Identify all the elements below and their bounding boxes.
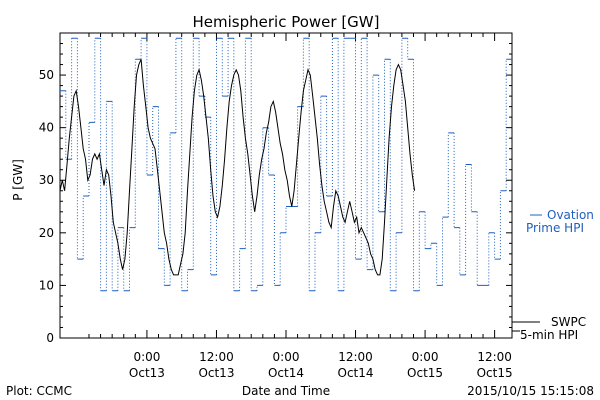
x-tick-time-label: 0:00: [133, 350, 160, 364]
x-tick-date-label: Oct15: [477, 366, 513, 380]
swpc-hpi-line: [59, 59, 416, 276]
plot-frame: [59, 32, 513, 339]
x-tick-time-label: 0:00: [273, 350, 300, 364]
legend-swpc-label-line1: SWPC: [551, 315, 586, 329]
y-ticks: 0 10 20 30 40 50: [39, 43, 512, 345]
legend-ovation: Ovation Prime HPI: [526, 208, 594, 235]
x-tick-time-label: 12:00: [338, 350, 373, 364]
x-tick-time-label: 12:00: [199, 350, 234, 364]
x-tick-time-label: 0:00: [412, 350, 439, 364]
y-tick-label: 20: [39, 226, 54, 240]
x-tick-date-label: Oct14: [268, 366, 304, 380]
x-tick-date-label: Oct13: [129, 366, 165, 380]
x-tick-time-label: 12:00: [477, 350, 512, 364]
ovation-prime-hpi-line: [60, 37, 512, 292]
legend-ovation-label-line2: Prime HPI: [526, 221, 584, 235]
x-axis-label: Date and Time: [242, 384, 330, 398]
y-tick-label: 50: [39, 68, 54, 82]
x-tick-date-label: Oct14: [338, 366, 374, 380]
y-tick-label: 30: [39, 173, 54, 187]
y-tick-label: 40: [39, 121, 54, 135]
footer-timestamp: 2015/10/15 15:15:08: [467, 384, 594, 398]
ovation-prime-hpi-risers: [65, 38, 507, 291]
legend-swpc: SWPC 5-min HPI: [512, 315, 586, 342]
y-axis-label: P [GW]: [11, 159, 25, 201]
y-tick-label: 0: [46, 331, 54, 345]
y-tick-label: 10: [39, 278, 54, 292]
chart-title: Hemispheric Power [GW]: [193, 13, 380, 31]
footer-plot-credit: Plot: CCMC: [6, 384, 72, 398]
legend-swpc-label-line2: 5-min HPI: [520, 328, 578, 342]
legend-ovation-label-line1: Ovation: [547, 208, 594, 222]
series-lines: [59, 37, 512, 292]
x-ticks: 0:00 Oct13 12:00 Oct13 0:00 Oct14 12:00 Oct14 0:…: [88, 33, 513, 380]
x-tick-date-label: Oct15: [407, 366, 443, 380]
x-tick-date-label: Oct13: [198, 366, 234, 380]
